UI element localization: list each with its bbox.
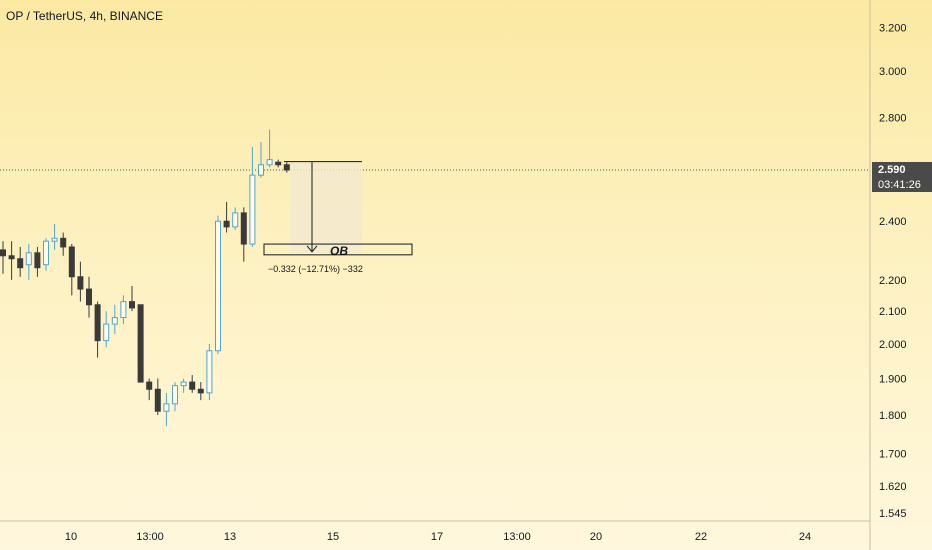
price-tick-label: 2.800	[879, 112, 907, 124]
measure-tool: OB −0.332 (−12.71%) −332	[263, 161, 413, 274]
price-tick-label: 2.100	[879, 306, 907, 318]
candle-body	[8, 255, 15, 260]
candle-body	[163, 403, 170, 412]
candle-body	[51, 237, 58, 242]
price-tick-label: 3.000	[879, 66, 907, 78]
candle-body	[86, 288, 92, 306]
candle-body	[94, 304, 101, 342]
price-tick-label: 1.620	[879, 481, 907, 493]
measure-arrow-head	[306, 245, 318, 253]
time-tick-label: 22	[695, 531, 707, 543]
candle-body	[232, 212, 239, 228]
measure-label: −0.332 (−12.71%) −332	[268, 264, 363, 274]
price-tick-label: 2.000	[879, 339, 907, 351]
time-tick-label: 24	[799, 531, 811, 543]
candle-body	[172, 385, 178, 405]
candle-body	[197, 388, 204, 394]
candle-body	[249, 174, 256, 245]
time-tick-label: 10	[65, 531, 77, 543]
candle-body	[215, 220, 221, 352]
time-tick-label: 13:00	[503, 531, 531, 543]
time-tick-label: 13	[224, 531, 236, 543]
candle-body	[0, 249, 6, 257]
current-price-tag: 2.590	[872, 161, 932, 178]
candle-body	[223, 220, 230, 228]
candle-body	[137, 304, 144, 383]
candles	[0, 129, 290, 427]
candle-body	[129, 301, 135, 309]
candle-body	[154, 388, 161, 412]
price-tick-label: 2.400	[879, 216, 907, 228]
candle-body	[34, 252, 41, 269]
candle-body	[77, 276, 84, 290]
price-tick-label: 1.800	[879, 410, 907, 422]
candle-body	[180, 381, 187, 387]
candle-body	[189, 381, 196, 390]
price-tick-label: 3.200	[879, 23, 907, 35]
bar-countdown: 03:41:26	[872, 177, 932, 192]
price-tick-label: 1.545	[879, 508, 907, 520]
candle-body	[68, 246, 75, 278]
candle-body	[111, 317, 118, 325]
ob-label: OB	[330, 244, 348, 258]
candle-body	[25, 252, 32, 266]
candle-body	[275, 161, 282, 166]
candle-body	[206, 350, 213, 394]
candle-body	[103, 323, 110, 342]
ob-box	[263, 243, 413, 256]
time-axis: 10 13:00 13 15 17 13:00 20 22 24	[65, 531, 811, 543]
candle-body	[283, 164, 290, 171]
price-tick-label: 1.900	[879, 374, 907, 386]
candle-body	[43, 240, 49, 266]
time-tick-label: 20	[590, 531, 602, 543]
axis-lines	[0, 0, 871, 550]
candle-body	[146, 381, 153, 390]
price-axis: 3.200 3.000 2.800 2.400 2.200 2.100 2.000 1.900…	[879, 23, 907, 520]
time-tick-label: 13:00	[136, 531, 164, 543]
candle-body	[60, 237, 67, 248]
symbol-title: OP / TetherUS, 4h, BINANCE	[6, 9, 163, 23]
time-tick-label: 17	[431, 531, 443, 543]
price-tick-label: 1.700	[879, 448, 907, 460]
candle-body	[120, 301, 127, 319]
price-tick-label: 2.200	[879, 275, 907, 287]
measure-shade	[290, 161, 362, 253]
time-tick-label: 15	[327, 531, 339, 543]
candle-body	[17, 258, 24, 269]
candle-body	[240, 212, 247, 245]
candle-body	[266, 159, 273, 166]
candle-body	[258, 164, 264, 176]
